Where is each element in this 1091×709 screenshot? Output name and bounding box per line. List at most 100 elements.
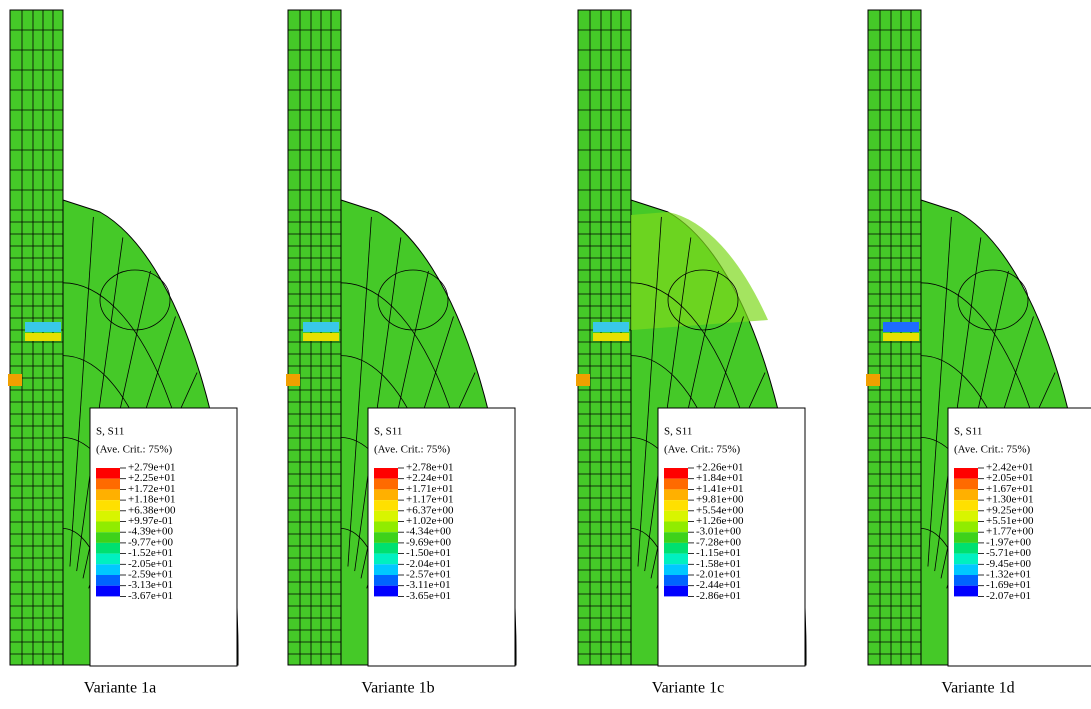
stress-zone: [303, 322, 339, 332]
legend-swatch: [96, 489, 120, 501]
legend-swatch: [664, 585, 688, 597]
legend-swatch: [374, 532, 398, 543]
legend-label: -1.52e+01: [128, 547, 173, 559]
legend-swatch: [954, 575, 978, 586]
mesh-line: [957, 269, 1029, 331]
legend-swatch: [664, 564, 688, 575]
mesh-line: [927, 216, 952, 567]
legend-label: +2.42e+01: [986, 462, 1034, 474]
legend-swatch: [96, 532, 120, 543]
legend-subtitle: (Ave. Crit.: 75%): [374, 444, 451, 456]
legend-label: -4.39e+00: [128, 526, 173, 538]
legend-label: -9.77e+00: [128, 536, 173, 548]
legend-title: S, S11: [664, 426, 692, 438]
legend-swatch: [954, 510, 978, 522]
legend-label: -4.34e+00: [406, 526, 451, 538]
fe-panel: S, S11 (Ave. Crit.: 75%) +2.42e+01+2.05e+0…: [866, 9, 1091, 697]
legend-swatch: [664, 468, 688, 479]
panel-caption: Variante 1d: [941, 680, 1014, 697]
legend-label: +1.67e+01: [986, 483, 1034, 495]
stress-zone: [593, 333, 629, 341]
legend-label: -1.32e+01: [986, 569, 1031, 581]
fe-panel: S, S11 (Ave. Crit.: 75%) +2.78e+01+2.24e+0…: [286, 9, 517, 697]
legend-label: +1.41e+01: [696, 483, 744, 495]
legend-label: -1.50e+01: [406, 547, 451, 559]
panel-caption: Variante 1a: [84, 680, 156, 697]
legend-swatch: [96, 575, 120, 586]
legend-label: +2.78e+01: [406, 462, 454, 474]
legend-label: -7.28e+00: [696, 536, 741, 548]
legend-label: +9.25e+00: [986, 504, 1034, 516]
mesh-line: [644, 237, 692, 572]
stress-zone: [8, 374, 22, 386]
legend-label: -2.44e+01: [696, 579, 741, 591]
legend-swatch: [374, 564, 398, 575]
legend-swatch: [374, 500, 398, 511]
mesh-line: [667, 269, 739, 331]
legend-swatch: [374, 575, 398, 586]
legend-label: -2.07e+01: [986, 590, 1031, 602]
legend-label: -9.69e+00: [406, 536, 451, 548]
legend-label: +9.97e-01: [128, 515, 173, 527]
legend-swatch: [664, 478, 688, 490]
stress-zone: [593, 322, 629, 332]
panel-caption: Variante 1b: [361, 680, 434, 697]
legend-label: -5.71e+00: [986, 547, 1031, 559]
legend-label: +6.38e+00: [128, 504, 176, 516]
stress-zone: [25, 322, 61, 332]
legend-label: +1.77e+00: [986, 526, 1034, 538]
legend-swatch: [664, 510, 688, 522]
legend-swatch: [664, 532, 688, 543]
legend-label: +1.84e+01: [696, 472, 744, 484]
legend-swatch: [96, 500, 120, 511]
legend-label: +1.18e+01: [128, 494, 176, 506]
legend-label: +5.51e+00: [986, 515, 1034, 527]
legend-label: +9.81e+00: [696, 494, 744, 506]
mesh-line: [69, 216, 94, 567]
mesh-line: [637, 216, 662, 567]
legend-label: +2.24e+01: [406, 472, 454, 484]
mesh-line: [934, 237, 982, 572]
legend-swatch: [374, 542, 398, 554]
legend-swatch: [96, 521, 120, 533]
legend-label: +6.37e+00: [406, 504, 454, 516]
stress-zone: [631, 212, 768, 330]
legend-swatch: [954, 478, 978, 490]
legend-label: -1.97e+00: [986, 536, 1031, 548]
stress-zone: [883, 333, 919, 341]
legend-label: -3.01e+00: [696, 526, 741, 538]
legend-swatch: [664, 575, 688, 586]
legend-label: +2.05e+01: [986, 472, 1034, 484]
legend-swatch: [954, 489, 978, 501]
stress-zone: [883, 322, 919, 332]
legend-swatch: [374, 521, 398, 533]
legend-swatch: [664, 489, 688, 501]
legend-swatch: [954, 500, 978, 511]
fe-panel: S, S11 (Ave. Crit.: 75%) +2.26e+01+1.84e+0…: [576, 9, 807, 697]
legend-label: +2.25e+01: [128, 472, 176, 484]
legend-swatch: [374, 585, 398, 597]
legend-swatch: [664, 521, 688, 533]
legend-label: -3.67e+01: [128, 590, 173, 602]
legend-label: -3.65e+01: [406, 590, 451, 602]
legend-label: +1.02e+00: [406, 515, 454, 527]
legend-label: -3.11e+01: [406, 579, 451, 591]
legend-swatch: [96, 553, 120, 565]
legend-swatch: [954, 532, 978, 543]
mesh-line: [347, 216, 372, 567]
legend-label: +2.79e+01: [128, 462, 176, 474]
legend-label: +1.72e+01: [128, 483, 176, 495]
mesh-line: [354, 237, 402, 572]
legend-swatch: [664, 500, 688, 511]
legend-swatch: [954, 553, 978, 565]
legend-label: -1.15e+01: [696, 547, 741, 559]
legend-swatch: [954, 585, 978, 597]
legend-swatch: [954, 542, 978, 554]
legend-subtitle: (Ave. Crit.: 75%): [664, 444, 741, 456]
legend-swatch: [96, 468, 120, 479]
legend-title: S, S11: [954, 426, 982, 438]
mesh-line: [99, 269, 171, 331]
legend-label: -2.05e+01: [128, 558, 173, 570]
stress-zone: [286, 374, 300, 386]
fe-panel: S, S11 (Ave. Crit.: 75%) +2.79e+01+2.25e+0…: [8, 9, 239, 697]
